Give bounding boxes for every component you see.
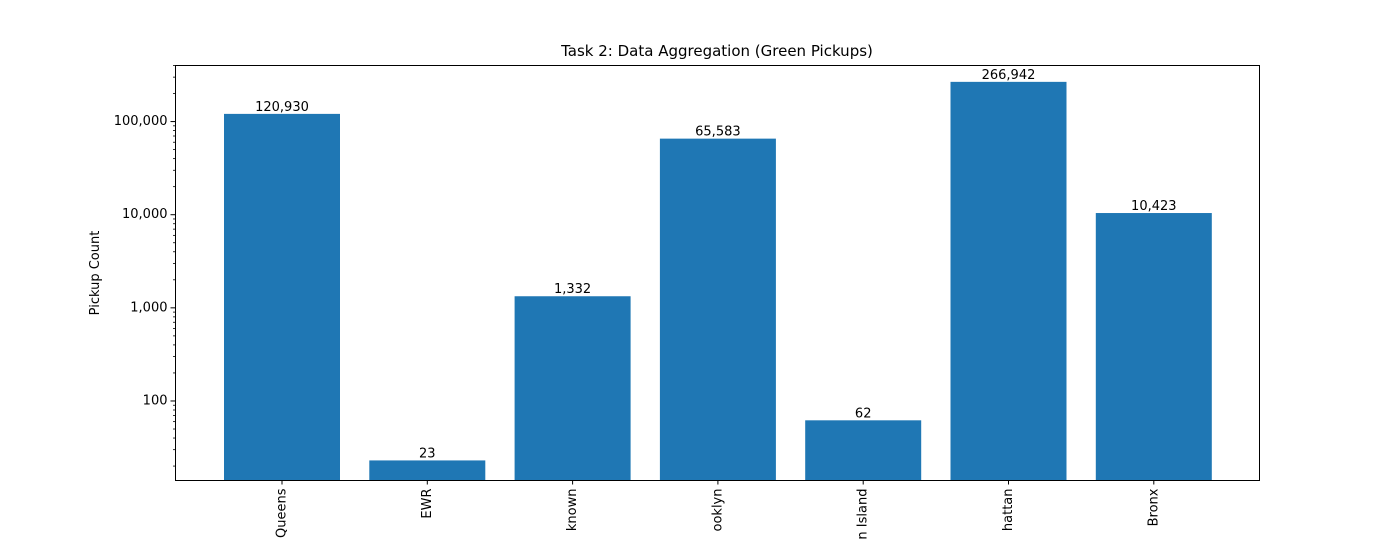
x-tick-label-0: Queens bbox=[275, 488, 290, 538]
x-tick-label-1: EWR bbox=[420, 489, 435, 519]
x-axis: Queens EWR known ooklyn n Island hattan Bronx bbox=[275, 480, 1161, 540]
x-tick-label-4: n Island bbox=[856, 489, 871, 540]
value-labels-group: 120,930 23 1,332 65,583 62 266,942 10,423 bbox=[255, 68, 1176, 462]
bar-value-label-1: 23 bbox=[419, 446, 436, 461]
chart-title: Task 2: Data Aggregation (Green Pickups) bbox=[560, 42, 873, 60]
y-axis-label: Pickup Count bbox=[88, 231, 103, 316]
bar-value-label-5: 266,942 bbox=[982, 68, 1036, 83]
bar-5 bbox=[950, 81, 1067, 481]
bar-6 bbox=[1095, 213, 1212, 481]
y-tick-label-2: 10,000 bbox=[122, 207, 168, 222]
bar-4 bbox=[805, 420, 922, 481]
bar-2 bbox=[514, 296, 631, 481]
bars-group bbox=[224, 81, 1212, 481]
y-axis: 100 1,000 10,000 100,000 bbox=[114, 65, 176, 467]
bar-value-label-6: 10,423 bbox=[1131, 199, 1177, 214]
bar-value-label-2: 1,332 bbox=[554, 282, 591, 297]
bar-0 bbox=[224, 113, 340, 481]
x-tick-label-3: ooklyn bbox=[710, 489, 725, 532]
x-tick-label-2: known bbox=[565, 489, 580, 532]
plot-frame bbox=[175, 65, 1260, 481]
bar-value-label-3: 65,583 bbox=[695, 125, 741, 140]
x-tick-label-5: hattan bbox=[1001, 489, 1016, 532]
bar-value-label-4: 62 bbox=[855, 406, 872, 421]
y-tick-label-3: 100,000 bbox=[114, 114, 168, 129]
bar-3 bbox=[659, 138, 776, 481]
x-tick-label-6: Bronx bbox=[1146, 488, 1161, 526]
y-tick-label-1: 1,000 bbox=[130, 300, 167, 315]
bar-1 bbox=[369, 460, 486, 481]
y-tick-label-0: 100 bbox=[143, 393, 168, 408]
bar-value-label-0: 120,930 bbox=[255, 100, 309, 115]
